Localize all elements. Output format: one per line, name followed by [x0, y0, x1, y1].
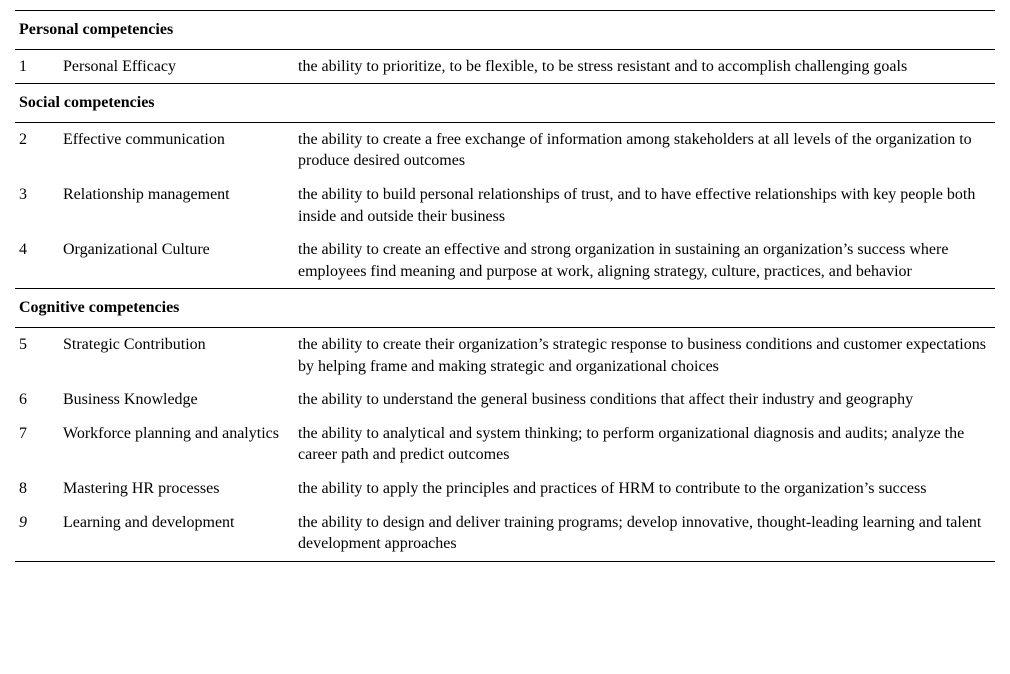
- competency-name: Learning and development: [63, 512, 298, 534]
- row-number: 2: [15, 129, 63, 151]
- competency-description: the ability to apply the principles and …: [298, 478, 995, 500]
- section-header-personal: Personal competencies: [15, 11, 995, 49]
- table-row: 2 Effective communication the ability to…: [15, 123, 995, 178]
- table-row: 4 Organizational Culture the ability to …: [15, 233, 995, 288]
- competency-description: the ability to create their organization…: [298, 334, 995, 377]
- competency-description: the ability to build personal relationsh…: [298, 184, 995, 227]
- competency-name: Workforce planning and analytics: [63, 423, 298, 445]
- competency-description: the ability to understand the general bu…: [298, 389, 995, 411]
- row-number: 1: [15, 56, 63, 78]
- competency-name: Strategic Contribution: [63, 334, 298, 356]
- competency-description: the ability to create a free exchange of…: [298, 129, 995, 172]
- row-number: 7: [15, 423, 63, 445]
- table-row: 9 Learning and development the ability t…: [15, 506, 995, 561]
- section-header-cognitive: Cognitive competencies: [15, 289, 995, 327]
- competency-description: the ability to prioritize, to be flexibl…: [298, 56, 995, 78]
- competency-name: Business Knowledge: [63, 389, 298, 411]
- table-row: 1 Personal Efficacy the ability to prior…: [15, 50, 995, 84]
- row-number: 5: [15, 334, 63, 356]
- row-number: 8: [15, 478, 63, 500]
- table-row: 5 Strategic Contribution the ability to …: [15, 328, 995, 383]
- row-number: 9: [15, 512, 63, 534]
- competency-name: Organizational Culture: [63, 239, 298, 261]
- competency-description: the ability to analytical and system thi…: [298, 423, 995, 466]
- table-rule: [15, 561, 995, 562]
- table-row: 8 Mastering HR processes the ability to …: [15, 472, 995, 506]
- competency-name: Relationship management: [63, 184, 298, 206]
- competency-description: the ability to create an effective and s…: [298, 239, 995, 282]
- table-row: 7 Workforce planning and analytics the a…: [15, 417, 995, 472]
- competencies-table: Personal competencies 1 Personal Efficac…: [15, 10, 995, 562]
- table-row: 3 Relationship management the ability to…: [15, 178, 995, 233]
- competency-description: the ability to design and deliver traini…: [298, 512, 995, 555]
- row-number: 4: [15, 239, 63, 261]
- competency-name: Mastering HR processes: [63, 478, 298, 500]
- competency-name: Personal Efficacy: [63, 56, 298, 78]
- section-header-social: Social competencies: [15, 84, 995, 122]
- row-number: 3: [15, 184, 63, 206]
- table-row: 6 Business Knowledge the ability to unde…: [15, 383, 995, 417]
- competency-name: Effective communication: [63, 129, 298, 151]
- row-number: 6: [15, 389, 63, 411]
